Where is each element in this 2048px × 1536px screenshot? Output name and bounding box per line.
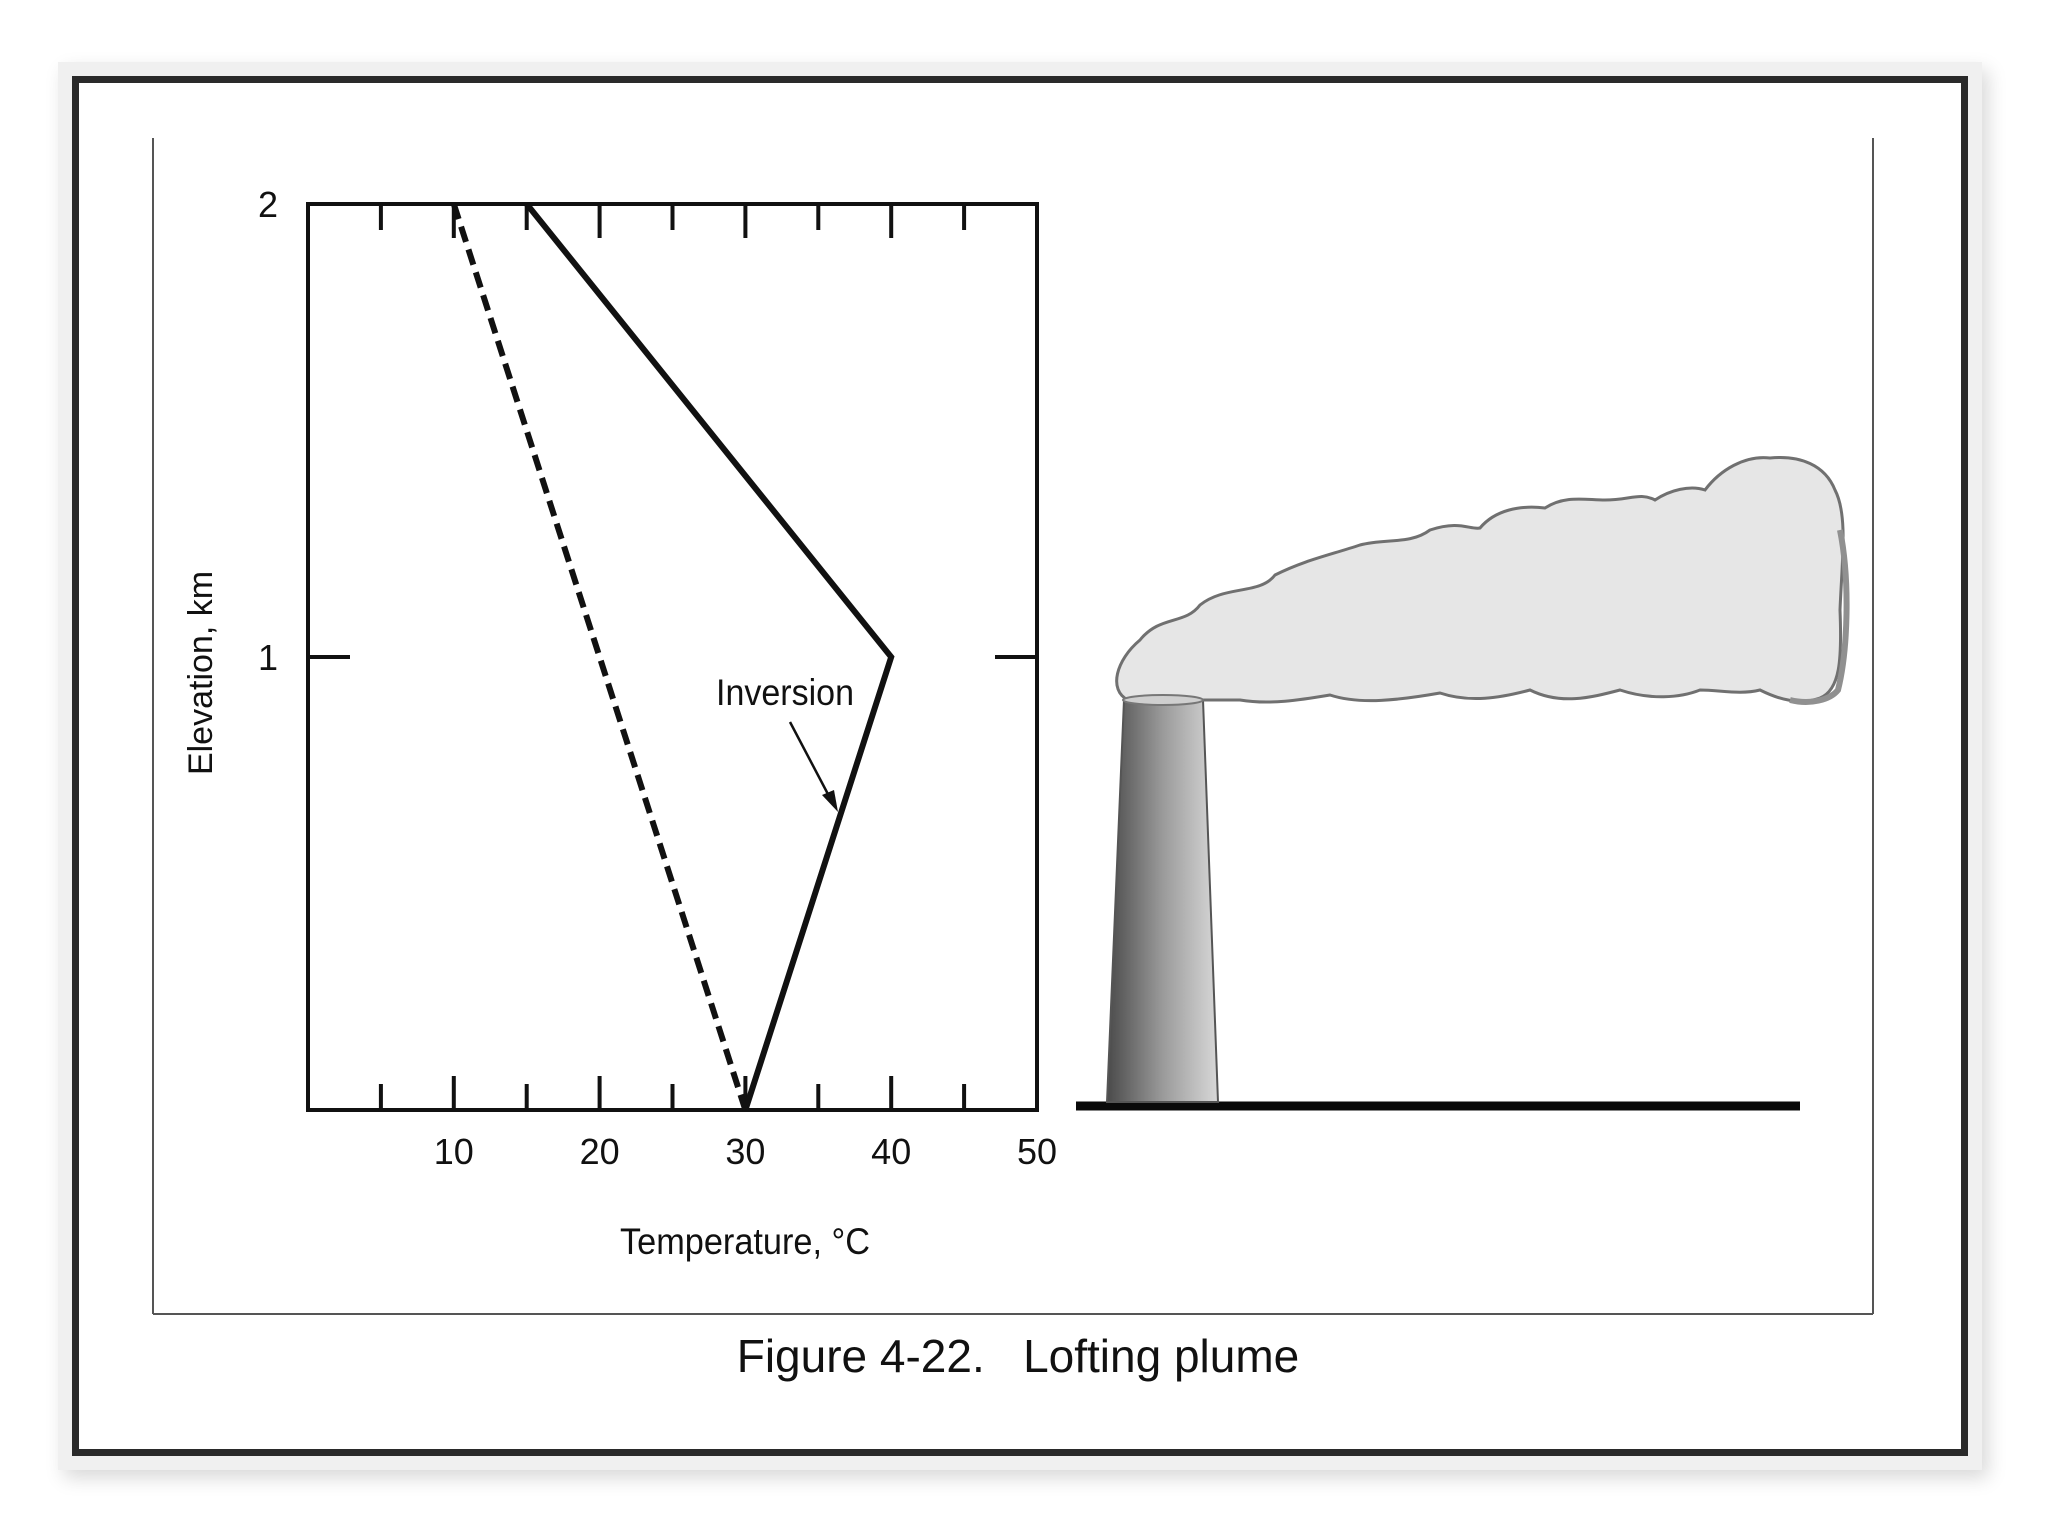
y-axis-label: Elevation, km <box>182 571 220 775</box>
x-tick-label: 50 <box>1017 1131 1057 1172</box>
inner-panel-border <box>152 138 1874 1315</box>
y-tick-labels: 12 <box>258 184 278 678</box>
x-tick-labels: 10 20 30 40 50 <box>434 1131 1057 1172</box>
stack-illustration <box>1076 455 1850 1111</box>
tick-marks <box>308 204 1037 1110</box>
x-tick-label: 10 <box>434 1131 474 1172</box>
temperature-profile-chart: 10 20 30 40 50 12 Inversion Temperature, °C … <box>182 184 1057 1262</box>
x-tick-label: 40 <box>871 1131 911 1172</box>
y-tick-label: 2 <box>258 184 278 225</box>
x-axis-label: Temperature, °C <box>620 1221 870 1262</box>
figure-caption: Figure 4-22. Lofting plume <box>737 1330 1300 1382</box>
x-tick-label: 30 <box>725 1131 765 1172</box>
annotation-inversion: Inversion <box>716 672 854 713</box>
smokestack <box>1105 699 1220 1103</box>
figure-frame <box>72 76 1968 1456</box>
series-lines <box>450 202 895 1111</box>
y-tick-label: 1 <box>258 637 278 678</box>
plot-area-border <box>306 202 1039 1112</box>
solid-profile-line <box>524 202 895 1111</box>
stack-top <box>1122 694 1204 706</box>
annotation-arrow <box>788 721 838 812</box>
plume-cloud <box>1115 455 1845 704</box>
x-tick-label: 20 <box>580 1131 620 1172</box>
plume-shadow-edge <box>1789 529 1850 705</box>
dashed-profile-line <box>450 203 749 1111</box>
